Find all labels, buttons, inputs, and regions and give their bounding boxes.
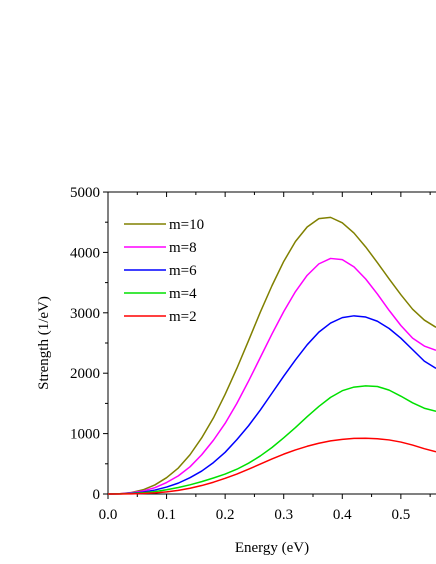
- y-tick-label: 1000: [70, 427, 100, 443]
- x-axis-title: Energy (eV): [235, 540, 309, 556]
- x-tick-label: 0.4: [333, 507, 352, 523]
- series-line-m-6: [107, 315, 436, 495]
- series-line-m-4: [107, 385, 436, 495]
- legend-label: m=6: [169, 263, 197, 279]
- legend: m=10 m=8 m=6 m=4 m=2: [124, 217, 204, 325]
- legend-label: m=2: [169, 309, 197, 325]
- y-tick-label: 5000: [70, 185, 100, 201]
- series-line-m-10: [107, 216, 436, 495]
- series-lines: [107, 216, 436, 495]
- y-tick-label: 3000: [70, 306, 100, 322]
- legend-label: m=10: [169, 217, 204, 233]
- x-tick-label: 0.2: [216, 507, 235, 523]
- y-tick-label: 2000: [70, 366, 100, 382]
- y-tick-label: 0: [93, 487, 101, 503]
- x-tick-label: 0.0: [99, 507, 118, 523]
- x-tick-label: 0.5: [391, 507, 410, 523]
- ticks: [103, 191, 431, 499]
- x-tick-label: 0.3: [274, 507, 293, 523]
- plot-frame: [107, 191, 436, 495]
- series-line-m-8: [107, 257, 436, 495]
- series-line-m-2: [107, 437, 436, 495]
- legend-label: m=4: [169, 286, 197, 302]
- tick-labels: 0.0 0.1 0.2 0.3 0.4 0.5 0 1000 2000 3000 4000 5000: [70, 185, 410, 523]
- y-axis-title: Strength (1/eV): [36, 296, 52, 390]
- y-tick-label: 4000: [70, 245, 100, 261]
- x-tick-label: 0.1: [157, 507, 176, 523]
- legend-label: m=8: [169, 240, 197, 256]
